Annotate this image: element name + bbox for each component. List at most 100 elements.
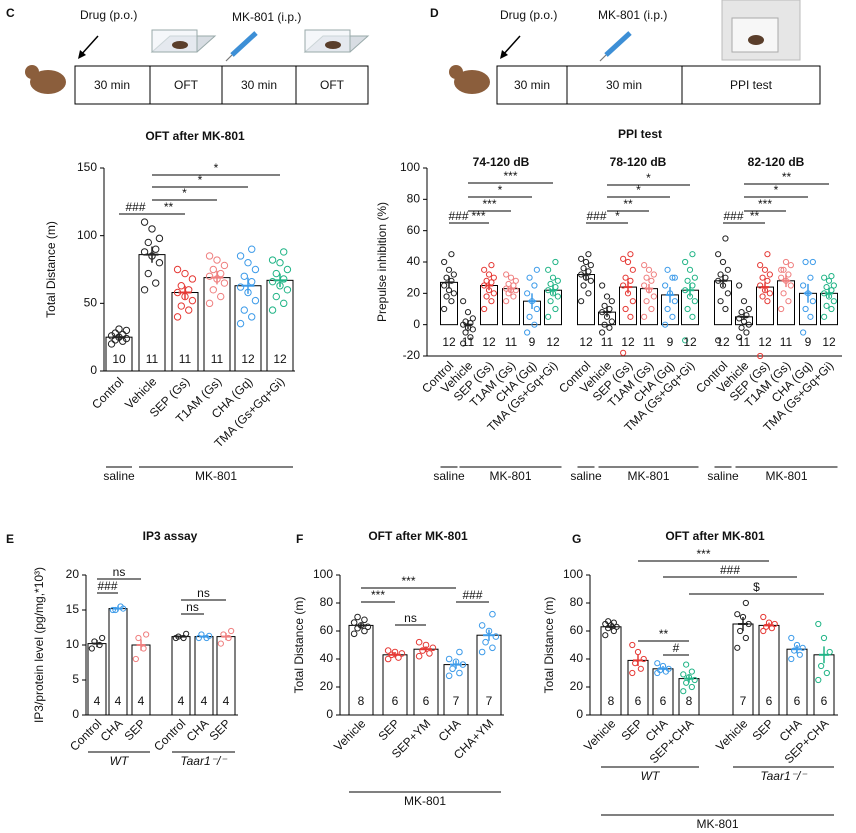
data-point (213, 256, 221, 264)
y-tick-label: 80 (407, 192, 421, 206)
data-point (780, 266, 787, 273)
significance-label: * (182, 186, 187, 200)
data-point (248, 245, 256, 253)
data-point (680, 688, 687, 695)
schematic: Drug (p.o.) MK-801 (i.p.) 30 min OFT 30 … (25, 8, 370, 105)
x-tick-label: Vehicle (581, 716, 618, 753)
mouse-icon (325, 41, 341, 49)
data-point (778, 305, 785, 313)
data-point (815, 676, 822, 684)
data-point (780, 290, 787, 297)
data-point (759, 293, 766, 300)
timeline-step: 30 min (241, 78, 277, 92)
data-point (742, 634, 749, 642)
data-point (821, 274, 828, 281)
n-label: 6 (423, 694, 430, 708)
data-point (627, 313, 634, 320)
data-point (268, 277, 277, 286)
data-point (467, 334, 474, 341)
data-point (641, 282, 648, 289)
data-point (689, 251, 696, 258)
timeline-step: 30 min (514, 78, 550, 92)
n-label: 12 (621, 335, 635, 349)
data-point (283, 265, 292, 274)
data-point (738, 309, 745, 316)
data-point (724, 290, 731, 297)
data-point (248, 313, 256, 321)
n-label: 11 (601, 335, 614, 349)
data-point (350, 630, 358, 638)
data-point (251, 265, 260, 274)
chart-title: IP3 assay (143, 529, 198, 543)
group-label: saline (103, 469, 135, 483)
significance-label: * (198, 173, 203, 187)
data-point (478, 622, 486, 629)
data-point (634, 648, 642, 656)
n-label: 12 (716, 335, 730, 349)
group-label: MK-801 (195, 469, 237, 483)
data-point (606, 324, 613, 331)
data-point (736, 315, 743, 322)
data-point (280, 248, 288, 256)
data-point (610, 627, 617, 635)
significance-label: * (636, 183, 641, 197)
data-point (415, 652, 423, 660)
timeline-box (496, 65, 821, 105)
data-point (689, 313, 696, 320)
ppi-chamber-icon (731, 17, 779, 53)
data-point (152, 279, 160, 287)
data-point (485, 271, 493, 278)
mouse-icon (172, 41, 188, 49)
data-point (734, 644, 741, 651)
y-tick-label: 40 (570, 651, 584, 665)
data-point (248, 277, 256, 286)
data-point (802, 305, 809, 313)
y-axis-label: Prepulse inhibition (%) (375, 202, 389, 322)
significance-label: * (214, 161, 219, 175)
y-tick-label: 40 (320, 651, 334, 665)
data-point (460, 340, 467, 347)
data-point (582, 258, 590, 266)
data-point (823, 283, 830, 291)
group-label: saline (433, 469, 465, 483)
data-point (545, 313, 552, 320)
data-point (88, 645, 95, 652)
y-tick-label: 0 (326, 707, 333, 721)
data-point (450, 271, 457, 278)
data-point (622, 274, 629, 281)
significance-label: ns (404, 611, 417, 625)
data-point (719, 258, 727, 266)
n-label: 6 (794, 694, 801, 708)
n-label: 7 (486, 694, 493, 708)
mouse-icon (25, 65, 39, 79)
data-point (488, 298, 495, 305)
data-point (605, 618, 612, 625)
data-point (554, 277, 561, 284)
significance-label: * (615, 209, 620, 223)
data-point (830, 282, 837, 289)
n-label: 11 (780, 335, 793, 349)
data-point (828, 273, 835, 280)
mouse-icon (449, 65, 463, 79)
syringe-icon (604, 31, 632, 57)
bar (413, 648, 439, 716)
data-point (778, 266, 785, 273)
data-point (526, 274, 533, 281)
data-point (680, 671, 687, 678)
data-point (629, 669, 636, 677)
data-point (384, 655, 392, 663)
x-tick-label: CHA (436, 716, 464, 744)
group-label: MK-801 (627, 469, 669, 483)
schematic: Drug (p.o.) MK-801 (i.p.) 30 min 30 min … (449, 0, 821, 105)
bar (105, 336, 133, 372)
group-label: MK-801 (489, 469, 531, 483)
bar (171, 292, 199, 372)
data-point (429, 644, 437, 652)
data-point (802, 258, 809, 266)
n-label: 11 (211, 352, 224, 366)
y-tick-label: 150 (77, 160, 97, 174)
data-point (205, 272, 214, 280)
data-point (240, 272, 248, 280)
syringe-icon (230, 31, 258, 57)
data-point (602, 632, 609, 639)
